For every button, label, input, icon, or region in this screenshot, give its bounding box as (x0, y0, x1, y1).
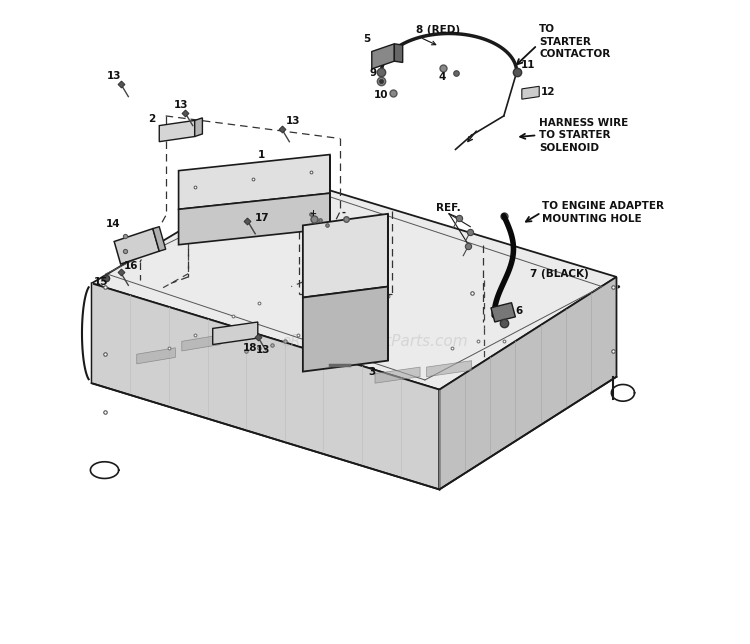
Polygon shape (136, 348, 176, 364)
Text: HARNESS WIRE
TO STARTER
SOLENOID: HARNESS WIRE TO STARTER SOLENOID (539, 118, 628, 153)
Polygon shape (303, 287, 388, 372)
Text: 1: 1 (258, 151, 265, 160)
Text: 12: 12 (542, 87, 556, 97)
Polygon shape (213, 322, 258, 345)
Text: eReplacementParts.com: eReplacementParts.com (282, 334, 468, 349)
Text: 13: 13 (286, 116, 300, 126)
Polygon shape (303, 214, 388, 298)
Text: 17: 17 (255, 213, 270, 223)
Polygon shape (153, 227, 166, 251)
Text: 13: 13 (106, 71, 121, 80)
Polygon shape (178, 155, 330, 209)
Polygon shape (372, 44, 394, 69)
Polygon shape (491, 303, 515, 322)
Text: +: + (309, 209, 316, 218)
Polygon shape (427, 361, 472, 377)
Text: 11: 11 (521, 60, 536, 70)
Polygon shape (440, 277, 616, 489)
Text: 3: 3 (368, 367, 376, 377)
Text: 14: 14 (106, 219, 121, 229)
Text: 10: 10 (374, 90, 388, 100)
Polygon shape (178, 193, 330, 245)
Text: 15: 15 (94, 277, 108, 287)
Text: 9: 9 (370, 68, 377, 78)
Polygon shape (182, 335, 220, 351)
Polygon shape (98, 184, 620, 390)
Polygon shape (92, 174, 616, 390)
Text: 5: 5 (364, 34, 370, 44)
Polygon shape (394, 44, 403, 62)
Text: -: - (341, 208, 346, 218)
Text: TO
STARTER
CONTACTOR: TO STARTER CONTACTOR (539, 24, 610, 59)
Text: 13: 13 (256, 345, 270, 355)
Polygon shape (522, 86, 539, 99)
Text: 7 (BLACK): 7 (BLACK) (530, 269, 588, 279)
Text: TO ENGINE ADAPTER
MOUNTING HOLE: TO ENGINE ADAPTER MOUNTING HOLE (542, 202, 664, 223)
Polygon shape (114, 229, 159, 264)
Text: 13: 13 (173, 100, 188, 109)
Text: 6: 6 (515, 307, 523, 316)
Polygon shape (92, 283, 440, 489)
Polygon shape (195, 118, 202, 137)
Text: 8 (RED): 8 (RED) (416, 26, 460, 35)
Polygon shape (159, 120, 195, 142)
Text: 4: 4 (438, 73, 446, 82)
Text: REF.: REF. (436, 204, 461, 213)
Text: 18: 18 (243, 343, 257, 353)
Polygon shape (375, 367, 420, 383)
Text: 16: 16 (124, 261, 138, 271)
Text: 2: 2 (148, 115, 155, 124)
